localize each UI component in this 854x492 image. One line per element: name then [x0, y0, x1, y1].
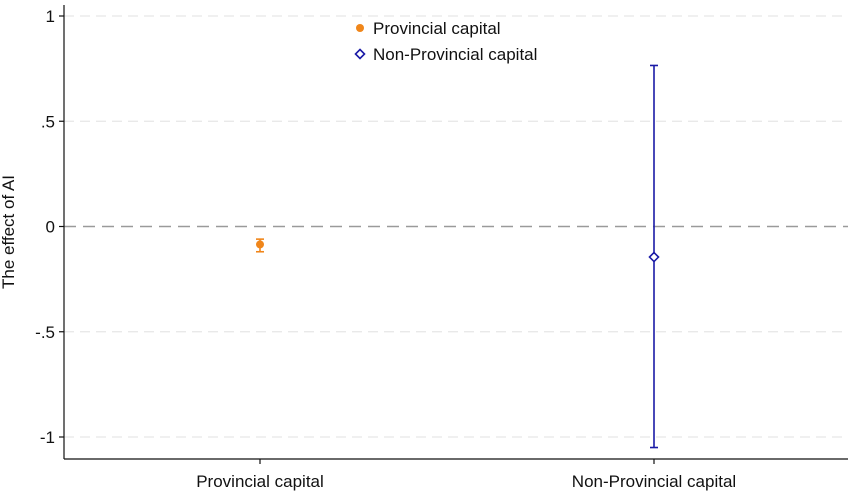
legend-item: Non-Provincial capital — [354, 45, 537, 64]
legend-marker-circle — [356, 24, 364, 32]
legend-label: Non-Provincial capital — [373, 45, 537, 64]
y-tick-label: -1 — [40, 428, 55, 447]
legend-label: Provincial capital — [373, 19, 501, 38]
x-axis-ticks: Provincial capital Non-Provincial capital — [196, 459, 736, 491]
x-tick-label: Provincial capital — [196, 472, 324, 491]
series-marks — [256, 64, 660, 449]
y-tick-label: 1 — [46, 7, 55, 26]
y-axis-ticks: 1 .5 0 -.5 -1 — [35, 7, 64, 447]
point-estimate-marker — [648, 251, 660, 263]
legend-item: Provincial capital — [356, 19, 501, 38]
legend-marker-diamond — [354, 48, 366, 60]
y-tick-label: -.5 — [35, 323, 55, 342]
series-provincial — [256, 238, 264, 253]
gridlines — [64, 15, 848, 438]
y-axis-title: The effect of AI — [0, 175, 18, 289]
x-tick-label: Non-Provincial capital — [572, 472, 736, 491]
y-tick-label: .5 — [41, 112, 55, 131]
legend: Provincial capital Non-Provincial capital — [354, 19, 537, 64]
point-estimate-marker — [256, 240, 264, 249]
y-tick-label: 0 — [46, 218, 55, 237]
series-non-provincial — [648, 64, 660, 449]
